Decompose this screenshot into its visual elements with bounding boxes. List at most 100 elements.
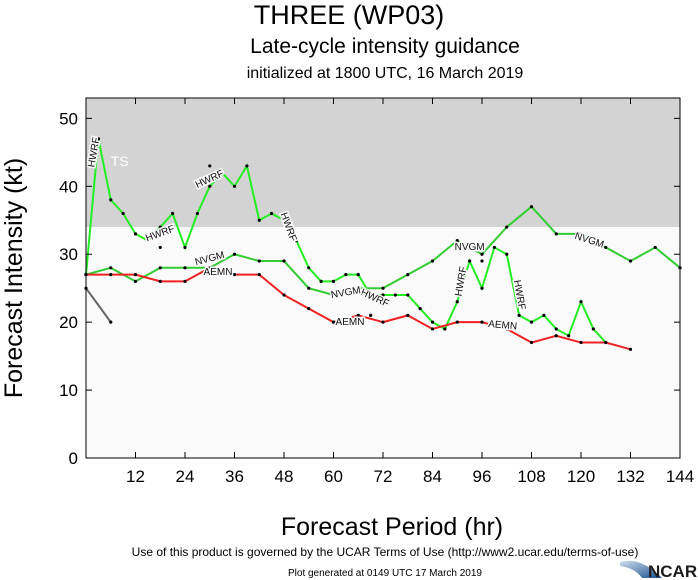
data-point-hwrf: [158, 225, 162, 229]
data-point-aemn: [604, 340, 608, 345]
data-point-hwrf: [369, 293, 373, 297]
data-point-nvgm: [554, 232, 558, 236]
data-point-hwrf: [468, 259, 472, 263]
data-point-hwrf: [430, 320, 435, 324]
svg-text:NCAR: NCAR: [648, 562, 697, 580]
data-point-aemn: [579, 340, 583, 345]
y-tick-label: 30: [59, 245, 78, 264]
data-point-hwrf: [591, 327, 595, 331]
band-ts: [86, 98, 680, 228]
data-point-hwrf: [133, 232, 138, 236]
series-label-nvgm: NVGM: [455, 242, 485, 253]
data-point-aemn: [554, 334, 558, 338]
data-point-hwrf: [109, 198, 113, 202]
x-tick-label: 96: [473, 467, 492, 486]
data-point-nvgm: [183, 266, 187, 270]
x-tick-label: 60: [324, 467, 343, 486]
data-point-nvgm: [307, 286, 311, 290]
y-axis-label: Forecast Intensity (kt): [0, 158, 28, 398]
data-point-hwrf: [294, 239, 298, 243]
data-point-hwrf: [232, 184, 237, 188]
data-point-aemn: [480, 320, 484, 324]
data-point-hwrf: [567, 334, 571, 338]
data-point-hwrf: [406, 293, 410, 297]
data-point-aemn: [109, 273, 113, 277]
data-point-hwrf: [418, 306, 422, 311]
y-tick-label: 20: [59, 313, 78, 332]
data-point-hwrf: [331, 279, 336, 283]
chart-subtitle-init: initialized at 1800 UTC, 16 March 2019: [247, 65, 524, 82]
data-point-aemn: [183, 279, 187, 283]
data-point-aemn: [356, 313, 360, 317]
data-point-aemn: [505, 327, 509, 331]
data-point-nvgm: [331, 293, 336, 297]
band-label: TS: [111, 153, 129, 169]
data-point: [158, 245, 162, 250]
data-point-nvgm: [109, 266, 113, 270]
y-tick-label: 40: [59, 177, 78, 196]
data-point-nvgm: [406, 273, 410, 277]
x-tick-label: 144: [666, 467, 694, 486]
data-point-aemn: [381, 320, 385, 324]
data-point-hwrf: [480, 286, 484, 290]
terms-of-use-text: Use of this product is governed by the U…: [132, 545, 639, 559]
x-tick-label: 48: [275, 467, 294, 486]
chart-title: THREE (WP03): [254, 0, 445, 30]
x-tick-label: 120: [567, 467, 595, 486]
data-point-aemn: [257, 273, 261, 277]
data-point-hwrf: [307, 266, 311, 270]
data-point-aemn: [133, 273, 138, 277]
data-point-hwrf: [356, 273, 360, 277]
data-point-nvgm: [158, 266, 162, 270]
data-point: [369, 313, 373, 317]
data-point-hwrf: [96, 137, 100, 141]
data-point-hwrf: [257, 218, 261, 222]
data-point-hwrf: [542, 313, 546, 317]
data-point-nvgm: [604, 245, 608, 250]
data-point-aemn: [529, 340, 534, 345]
series-label-aemn: AEMN: [336, 317, 365, 328]
data-point-nvgm: [529, 205, 534, 209]
x-tick-label: 84: [423, 467, 442, 486]
data-point-nvgm: [430, 259, 435, 263]
x-tick-label: 24: [176, 467, 195, 486]
plot-generated-text: Plot generated at 0149 UTC 17 March 2019: [288, 568, 482, 579]
data-point-hwrf: [579, 300, 583, 304]
data-point-nvgm: [579, 232, 583, 236]
data-point-nvgm: [628, 259, 633, 263]
series-line-unnamed: [85, 287, 112, 323]
data-point-unnamed: [109, 320, 113, 324]
data-point-hwrf: [505, 252, 509, 256]
data-point-aemn: [406, 313, 410, 317]
data-point-hwrf: [121, 211, 125, 216]
ncar-logo: NCAR: [620, 560, 697, 580]
data-point-hwrf: [554, 327, 558, 331]
data-point-nvgm: [653, 245, 657, 250]
data-point-aemn: [158, 279, 162, 283]
x-tick-label: 108: [517, 467, 545, 486]
data-point-aemn: [331, 320, 336, 324]
y-tick-label: 10: [59, 381, 78, 400]
x-tick-label: 36: [225, 467, 244, 486]
data-point-hwrf: [282, 218, 286, 222]
data-point-nvgm: [257, 259, 261, 263]
data-point-hwrf: [319, 279, 323, 283]
data-point-hwrf: [208, 184, 212, 188]
data-point-hwrf: [220, 171, 224, 175]
data-point: [480, 259, 484, 263]
data-point-nvgm: [133, 279, 138, 283]
data-point-nvgm: [232, 252, 237, 256]
x-axis-label: Forecast Period (hr): [281, 513, 503, 541]
data-point-nvgm: [356, 286, 360, 290]
data-point-hwrf: [393, 293, 397, 297]
data-point-aemn: [282, 293, 286, 297]
data-point-nvgm: [505, 225, 509, 229]
data-point-nvgm: [480, 252, 484, 256]
data-point-hwrf: [517, 313, 521, 317]
data-point-hwrf: [183, 245, 187, 250]
data-point-hwrf: [270, 211, 274, 216]
data-point-aemn: [455, 320, 459, 324]
series-label-aemn: AEMN: [488, 319, 518, 332]
